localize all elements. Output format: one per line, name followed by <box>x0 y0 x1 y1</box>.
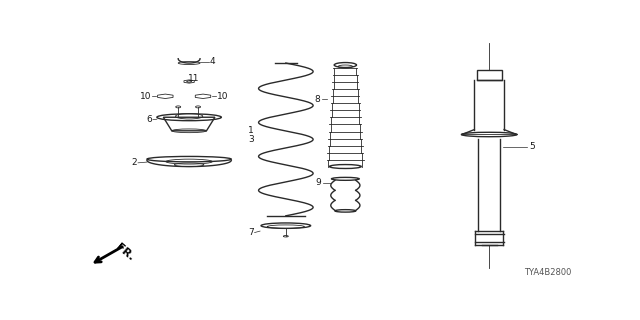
Text: 2: 2 <box>131 158 137 167</box>
Text: 7: 7 <box>248 228 253 237</box>
Text: FR.: FR. <box>114 242 136 263</box>
Text: 9: 9 <box>316 178 321 187</box>
Text: 1: 1 <box>248 126 253 135</box>
Text: 11: 11 <box>188 74 200 83</box>
Text: 6: 6 <box>146 115 152 124</box>
Text: 3: 3 <box>248 135 253 144</box>
Text: 10: 10 <box>217 92 228 101</box>
Text: 10: 10 <box>140 92 152 101</box>
Text: 4: 4 <box>210 57 216 66</box>
Text: 5: 5 <box>529 142 534 151</box>
Text: 8: 8 <box>315 95 321 104</box>
Text: TYA4B2800: TYA4B2800 <box>524 268 571 277</box>
